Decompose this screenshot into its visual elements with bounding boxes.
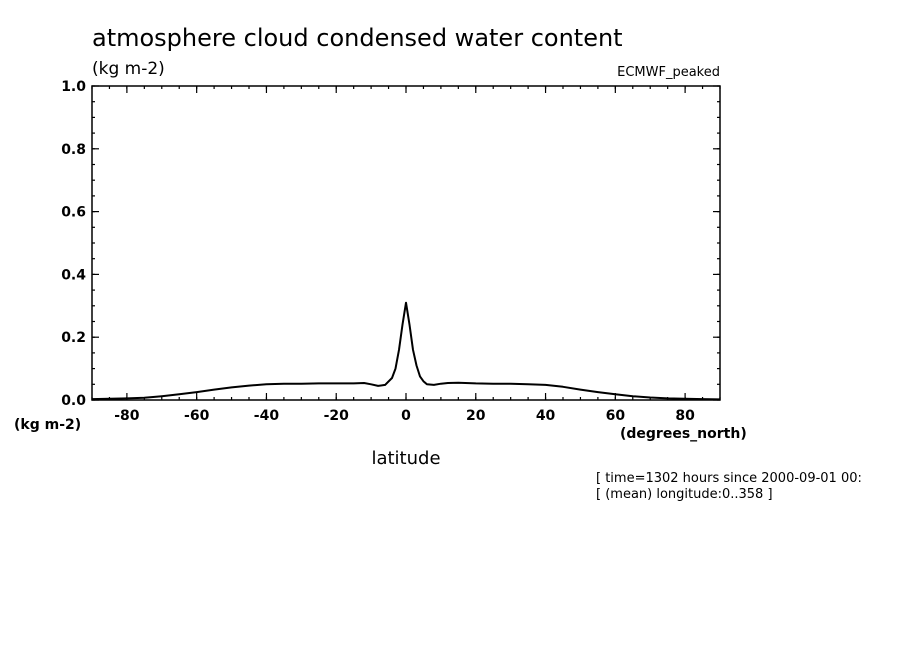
- axis-ticks: -80 -60 -40 -20 0 20 40 60 80 0.0 0.2 0.4 0.6 0.8 1.0: [61, 79, 721, 424]
- x-tick-label: 20: [466, 408, 486, 424]
- x-axis-units: (degrees_north): [620, 426, 747, 442]
- x-tick-label: -40: [254, 408, 280, 424]
- y-tick-label: 0.6: [61, 205, 86, 221]
- x-tick-label: -80: [114, 408, 140, 424]
- x-tick-label: -20: [324, 408, 350, 424]
- x-tick-label: -60: [184, 408, 210, 424]
- x-axis-label: latitude: [371, 448, 440, 469]
- y-tick-label: 0.2: [61, 330, 86, 346]
- annotation-time: [ time=1302 hours since 2000-09-01 00:: [596, 471, 862, 486]
- chart-title: atmosphere cloud condensed water content: [92, 24, 623, 52]
- dataset-label: ECMWF_peaked: [617, 65, 720, 80]
- y-tick-label: 0.0: [61, 393, 86, 409]
- x-tick-label: 40: [536, 408, 556, 424]
- annotation-longitude: [ (mean) longitude:0..358 ]: [596, 487, 773, 502]
- y-tick-label: 0.4: [61, 267, 86, 283]
- y-tick-label: 0.8: [61, 142, 86, 158]
- x-tick-label: 60: [606, 408, 626, 424]
- x-tick-label: 0: [401, 408, 411, 424]
- series-line: [91, 301, 721, 401]
- title-units: (kg m-2): [92, 59, 165, 79]
- x-tick-label: 80: [675, 408, 695, 424]
- y-axis-units: (kg m-2): [14, 417, 81, 433]
- y-tick-label: 1.0: [61, 79, 86, 95]
- plot-frame: [91, 85, 721, 401]
